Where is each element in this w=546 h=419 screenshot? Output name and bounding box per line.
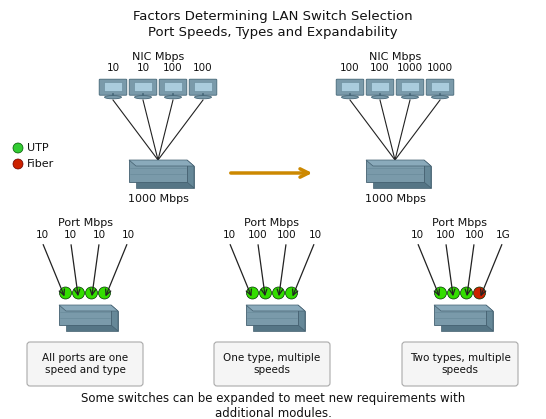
Text: Port Mbps: Port Mbps bbox=[432, 218, 488, 228]
FancyBboxPatch shape bbox=[402, 342, 518, 386]
Text: 1G: 1G bbox=[496, 230, 511, 240]
FancyBboxPatch shape bbox=[129, 79, 157, 95]
Polygon shape bbox=[424, 160, 431, 188]
Circle shape bbox=[473, 287, 485, 299]
Text: 10: 10 bbox=[308, 230, 322, 240]
Text: 1000: 1000 bbox=[427, 63, 453, 73]
Circle shape bbox=[86, 287, 98, 299]
Text: 100: 100 bbox=[276, 230, 296, 240]
Polygon shape bbox=[253, 311, 305, 331]
FancyBboxPatch shape bbox=[194, 82, 212, 91]
Text: Factors Determining LAN Switch Selection: Factors Determining LAN Switch Selection bbox=[133, 10, 413, 23]
FancyBboxPatch shape bbox=[246, 305, 298, 325]
FancyBboxPatch shape bbox=[134, 82, 152, 91]
Circle shape bbox=[246, 287, 258, 299]
FancyBboxPatch shape bbox=[426, 79, 454, 95]
Text: Port Mbps: Port Mbps bbox=[245, 218, 300, 228]
FancyBboxPatch shape bbox=[99, 79, 127, 95]
FancyBboxPatch shape bbox=[396, 79, 424, 95]
Text: 10: 10 bbox=[223, 230, 236, 240]
Polygon shape bbox=[111, 305, 118, 331]
Polygon shape bbox=[136, 166, 194, 188]
Text: 100: 100 bbox=[465, 230, 484, 240]
Circle shape bbox=[13, 143, 23, 153]
Text: 10: 10 bbox=[35, 230, 49, 240]
FancyBboxPatch shape bbox=[366, 79, 394, 95]
FancyBboxPatch shape bbox=[27, 342, 143, 386]
Text: Some switches can be expanded to meet new requirements with
additional modules.: Some switches can be expanded to meet ne… bbox=[81, 392, 465, 419]
Circle shape bbox=[272, 287, 284, 299]
Circle shape bbox=[13, 159, 23, 169]
Polygon shape bbox=[298, 305, 305, 331]
FancyBboxPatch shape bbox=[431, 82, 449, 91]
Text: 10: 10 bbox=[411, 230, 424, 240]
Circle shape bbox=[448, 287, 460, 299]
Text: Port Speeds, Types and Expandability: Port Speeds, Types and Expandability bbox=[148, 26, 398, 39]
Text: NIC Mbps: NIC Mbps bbox=[369, 52, 421, 62]
Text: 10: 10 bbox=[136, 63, 150, 73]
FancyBboxPatch shape bbox=[104, 82, 122, 91]
FancyBboxPatch shape bbox=[336, 79, 364, 95]
FancyBboxPatch shape bbox=[129, 160, 187, 182]
Text: 100: 100 bbox=[163, 63, 183, 73]
Text: 10: 10 bbox=[106, 63, 120, 73]
Polygon shape bbox=[187, 160, 194, 188]
Circle shape bbox=[435, 287, 447, 299]
Text: 1000: 1000 bbox=[397, 63, 423, 73]
Text: 100: 100 bbox=[248, 230, 268, 240]
Polygon shape bbox=[486, 305, 493, 331]
Text: Port Mbps: Port Mbps bbox=[57, 218, 112, 228]
Polygon shape bbox=[373, 166, 431, 188]
FancyBboxPatch shape bbox=[214, 342, 330, 386]
Ellipse shape bbox=[194, 96, 211, 99]
FancyBboxPatch shape bbox=[371, 82, 389, 91]
FancyBboxPatch shape bbox=[341, 82, 359, 91]
Polygon shape bbox=[441, 311, 493, 331]
Text: 1000 Mbps: 1000 Mbps bbox=[128, 194, 188, 204]
Text: All ports are one
speed and type: All ports are one speed and type bbox=[42, 353, 128, 375]
FancyBboxPatch shape bbox=[434, 305, 486, 325]
Circle shape bbox=[460, 287, 472, 299]
Circle shape bbox=[259, 287, 271, 299]
FancyBboxPatch shape bbox=[189, 79, 217, 95]
FancyBboxPatch shape bbox=[366, 160, 424, 182]
Text: 100: 100 bbox=[193, 63, 213, 73]
FancyBboxPatch shape bbox=[401, 82, 419, 91]
Ellipse shape bbox=[431, 96, 448, 99]
FancyBboxPatch shape bbox=[164, 82, 182, 91]
Circle shape bbox=[98, 287, 110, 299]
Ellipse shape bbox=[104, 96, 121, 99]
Text: 100: 100 bbox=[340, 63, 360, 73]
Text: 10: 10 bbox=[93, 230, 106, 240]
Circle shape bbox=[73, 287, 85, 299]
Text: Two types, multiple
speeds: Two types, multiple speeds bbox=[410, 353, 511, 375]
Ellipse shape bbox=[401, 96, 418, 99]
Polygon shape bbox=[66, 311, 118, 331]
Text: One type, multiple
speeds: One type, multiple speeds bbox=[223, 353, 321, 375]
Text: 1000 Mbps: 1000 Mbps bbox=[365, 194, 425, 204]
Text: NIC Mbps: NIC Mbps bbox=[132, 52, 184, 62]
Polygon shape bbox=[366, 160, 431, 166]
Polygon shape bbox=[59, 305, 118, 311]
Text: 100: 100 bbox=[370, 63, 390, 73]
Text: Fiber: Fiber bbox=[27, 159, 54, 169]
Polygon shape bbox=[434, 305, 493, 311]
Text: 10: 10 bbox=[121, 230, 134, 240]
Ellipse shape bbox=[342, 96, 359, 99]
Text: 100: 100 bbox=[436, 230, 455, 240]
Ellipse shape bbox=[164, 96, 181, 99]
Ellipse shape bbox=[134, 96, 151, 99]
Circle shape bbox=[286, 287, 298, 299]
Text: UTP: UTP bbox=[27, 143, 49, 153]
Polygon shape bbox=[246, 305, 305, 311]
Ellipse shape bbox=[371, 96, 388, 99]
Polygon shape bbox=[129, 160, 194, 166]
FancyBboxPatch shape bbox=[59, 305, 111, 325]
Text: 10: 10 bbox=[64, 230, 78, 240]
Circle shape bbox=[60, 287, 72, 299]
FancyBboxPatch shape bbox=[159, 79, 187, 95]
